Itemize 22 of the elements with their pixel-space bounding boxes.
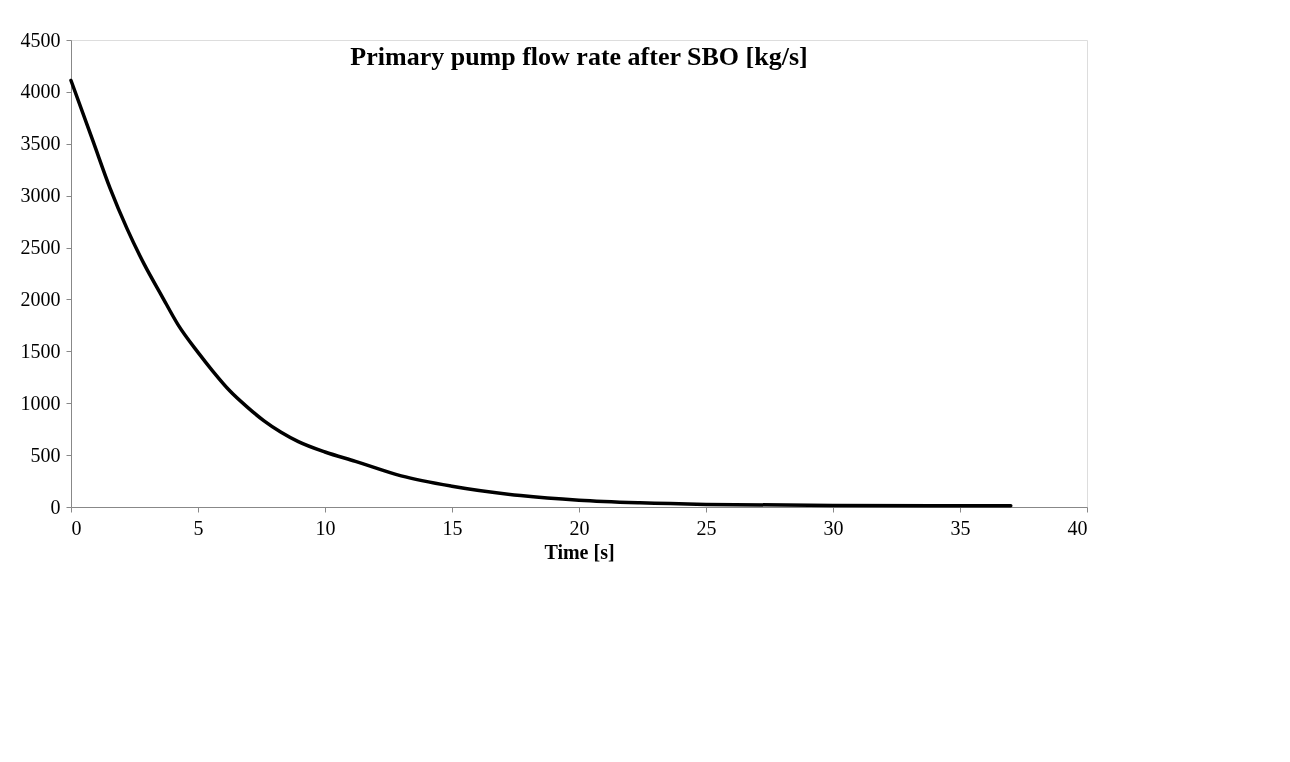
y-tick-label: 4000 bbox=[20, 80, 61, 103]
chart-title: Primary pump flow rate after SBO [kg/s] bbox=[350, 42, 808, 71]
y-tick-label: 2000 bbox=[20, 287, 61, 310]
x-tick-label: 15 bbox=[442, 516, 463, 539]
y-tick-label: 0 bbox=[50, 495, 61, 518]
y-tick-label: 1000 bbox=[20, 391, 61, 414]
x-tick-label: 40 bbox=[1067, 516, 1088, 539]
x-tick-label: 10 bbox=[315, 516, 336, 539]
line-series bbox=[69, 78, 1013, 508]
x-tick-label: 30 bbox=[823, 516, 844, 539]
x-tick-label: 5 bbox=[193, 516, 204, 539]
y-tick-label: 3500 bbox=[20, 132, 61, 155]
x-tick-label: 20 bbox=[569, 516, 590, 539]
y-tick-label: 3000 bbox=[20, 184, 61, 207]
x-tick-label: 25 bbox=[696, 516, 717, 539]
y-tick-label: 1500 bbox=[20, 339, 61, 362]
y-tick-label: 4500 bbox=[20, 28, 61, 51]
x-tick-label: 35 bbox=[950, 516, 971, 539]
y-tick-label: 500 bbox=[30, 443, 61, 466]
x-axis-title: Time [s] bbox=[544, 540, 615, 563]
x-tick-label: 0 bbox=[71, 516, 82, 539]
y-tick-label: 2500 bbox=[20, 236, 61, 259]
